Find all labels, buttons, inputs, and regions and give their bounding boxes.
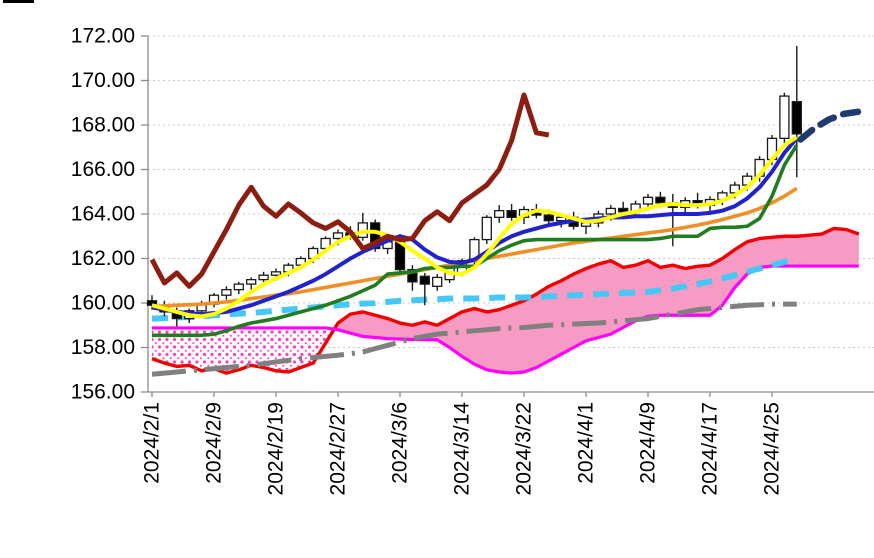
trend-gray-dashdot — [151, 301, 797, 377]
candle — [506, 203, 517, 221]
candle-body-up — [432, 276, 443, 287]
y-axis-tick-label: 156.00 — [71, 381, 135, 404]
candle — [791, 46, 802, 178]
candle — [481, 215, 492, 245]
y-axis-tick-label: 172.00 — [71, 25, 135, 48]
candle — [419, 272, 430, 306]
x-axis-tick-label: 2024/3/14 — [451, 402, 474, 496]
candle-body-up — [779, 95, 790, 139]
x-axis-tick-label: 2024/3/22 — [513, 402, 536, 495]
y-axis-tick-label: 166.00 — [71, 158, 135, 181]
y-axis-tick-label: 162.00 — [71, 247, 135, 270]
candle-body-down — [655, 196, 666, 204]
candle — [432, 274, 443, 291]
candle-body-up — [494, 210, 505, 218]
x-axis-tick-label: 2024/2/1 — [141, 402, 164, 484]
candle — [221, 286, 232, 300]
y-axis-tick-label: 170.00 — [71, 69, 135, 92]
ma-short-yellow — [151, 135, 798, 319]
y-axis-tick-label: 168.00 — [71, 114, 135, 137]
x-axis-tick-label: 2024/4/9 — [637, 402, 660, 484]
candle-body-up — [270, 271, 282, 276]
x-axis-tick-label: 2024/2/27 — [327, 402, 350, 495]
cloud-fill-solid — [334, 228, 859, 374]
candle-body-down — [618, 207, 629, 213]
y-axis-tick-label: 158.00 — [71, 336, 135, 359]
x-axis-tick-label: 2024/3/6 — [389, 402, 412, 484]
candle-body-up — [605, 207, 616, 215]
cloud-span-a-red-line — [151, 226, 860, 375]
candle-body-down — [407, 268, 418, 283]
candle — [407, 265, 418, 291]
forecast-navy-dashed — [797, 108, 863, 143]
lagging-close-line — [149, 92, 550, 289]
candle — [779, 92, 790, 144]
candle-body-up — [233, 283, 244, 291]
x-axis-tick-label: 2024/4/1 — [575, 402, 598, 484]
candle-body-up — [642, 196, 654, 205]
candle-body-down — [370, 222, 381, 250]
candle — [494, 205, 505, 223]
top-border-artifact — [3, 0, 34, 3]
candle-body-up — [246, 278, 257, 285]
x-axis-tick-label: 2024/4/25 — [761, 402, 784, 495]
candle-body-up — [481, 216, 492, 241]
candle — [357, 212, 368, 241]
candle — [208, 292, 220, 308]
y-axis-tick-label: 164.00 — [71, 203, 135, 226]
candle — [233, 281, 244, 295]
x-axis-tick-label: 2024/2/9 — [203, 402, 226, 484]
candle-body-up — [332, 232, 344, 240]
ma-mid-blue — [151, 137, 799, 317]
trend-cyan-dashed — [151, 256, 798, 322]
candle — [246, 277, 257, 290]
x-axis-tick-label: 2024/2/19 — [265, 402, 288, 495]
candle-body-up — [258, 274, 269, 281]
x-axis-tick-label: 2024/4/17 — [699, 402, 722, 495]
cloud-span-b-magenta-line — [152, 264, 859, 375]
candle-body-down — [543, 214, 554, 222]
candle-body-up — [556, 216, 567, 222]
candle-body-down — [791, 100, 802, 135]
candle-body-down — [506, 210, 517, 218]
candle-body-up — [221, 288, 232, 296]
candle-body-down — [419, 275, 430, 285]
y-axis-tick-label: 160.00 — [71, 292, 135, 315]
